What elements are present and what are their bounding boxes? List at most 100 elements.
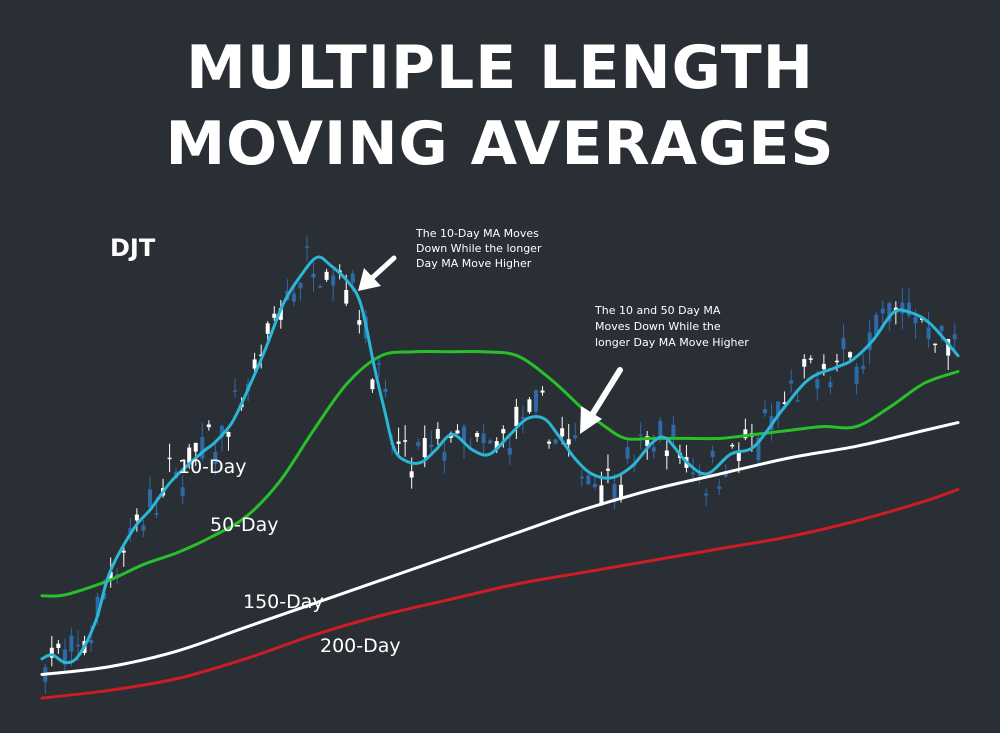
candle-body bbox=[651, 447, 656, 452]
candle bbox=[697, 464, 702, 485]
candle-body bbox=[193, 442, 198, 452]
candle bbox=[579, 469, 584, 487]
candle-body bbox=[815, 379, 820, 389]
candle bbox=[527, 396, 532, 414]
candle bbox=[376, 356, 381, 378]
candle-body bbox=[560, 428, 565, 437]
candle bbox=[383, 379, 388, 398]
candle bbox=[854, 362, 859, 395]
candle bbox=[553, 438, 558, 445]
candle-body bbox=[350, 273, 355, 283]
candle bbox=[841, 324, 846, 365]
candle-body bbox=[782, 402, 787, 405]
candle-body bbox=[592, 483, 597, 488]
candle-body bbox=[147, 489, 152, 508]
candle bbox=[272, 306, 277, 321]
candle-body bbox=[520, 416, 525, 419]
candle bbox=[134, 508, 139, 532]
candle-body bbox=[926, 327, 931, 340]
candle-body bbox=[56, 643, 61, 648]
candle-body bbox=[141, 525, 146, 531]
annotation-2-line-3: longer Day MA Move Higher bbox=[595, 336, 749, 349]
candle-body bbox=[324, 271, 329, 280]
candle-body bbox=[547, 441, 552, 444]
candle bbox=[298, 281, 303, 301]
candle-body bbox=[304, 246, 309, 248]
candle-body bbox=[494, 441, 499, 450]
candle-body bbox=[278, 308, 283, 320]
candle-body bbox=[252, 359, 257, 369]
candle-body bbox=[933, 343, 938, 346]
ma-label-10-day: 10-Day bbox=[178, 456, 247, 478]
candle bbox=[645, 431, 650, 460]
candle-body bbox=[736, 451, 741, 461]
series-line-200-day bbox=[40, 488, 960, 700]
annotation-2: The 10 and 50 Day MA Moves Down While th… bbox=[594, 304, 749, 349]
candle bbox=[533, 389, 538, 416]
candle bbox=[514, 398, 519, 440]
candle bbox=[43, 663, 48, 694]
candle-body bbox=[913, 316, 918, 324]
candle-body bbox=[69, 635, 74, 652]
candle bbox=[331, 268, 336, 302]
candle-body bbox=[206, 424, 211, 428]
candle bbox=[782, 391, 787, 405]
candle bbox=[252, 352, 257, 372]
candle bbox=[874, 311, 879, 337]
candle-body bbox=[259, 354, 264, 357]
candle-body bbox=[762, 409, 767, 414]
candle bbox=[128, 517, 133, 542]
candle-body bbox=[154, 513, 159, 515]
candle-body bbox=[691, 472, 696, 475]
candle-body bbox=[867, 332, 872, 350]
candle-body bbox=[848, 352, 853, 358]
candle-body bbox=[134, 514, 139, 521]
candle-body bbox=[370, 379, 375, 390]
candle bbox=[540, 386, 545, 396]
candle-body bbox=[605, 468, 610, 471]
candle bbox=[926, 311, 931, 348]
candle bbox=[370, 378, 375, 393]
candle-body bbox=[180, 487, 185, 497]
annotation-1-line-2: Down While the longer bbox=[416, 242, 542, 255]
ma-label-150-day: 150-Day bbox=[243, 591, 324, 613]
candle-body bbox=[429, 444, 434, 447]
candle-body bbox=[265, 323, 270, 334]
candle-body bbox=[219, 425, 224, 437]
candle bbox=[200, 422, 205, 462]
candle-body bbox=[514, 406, 519, 427]
candle-body bbox=[422, 438, 427, 458]
candle bbox=[861, 354, 866, 374]
annotation-2-line-1: The 10 and 50 Day MA bbox=[594, 304, 721, 317]
candle-body bbox=[743, 429, 748, 439]
candle bbox=[147, 476, 152, 509]
candle-body bbox=[802, 359, 807, 367]
candle-body bbox=[638, 434, 643, 436]
candle-body bbox=[501, 429, 506, 434]
candle-body bbox=[416, 441, 421, 446]
candle-body bbox=[952, 334, 957, 340]
candle-body bbox=[62, 649, 67, 665]
annotation-1: The 10-Day MA Moves Down While the longe… bbox=[415, 227, 542, 270]
candle bbox=[762, 400, 767, 417]
candle-body bbox=[834, 360, 839, 363]
candle-body bbox=[619, 484, 624, 499]
candle-body bbox=[946, 339, 951, 356]
candle-body bbox=[403, 440, 408, 442]
candle-body bbox=[128, 527, 133, 534]
candle bbox=[573, 422, 578, 441]
annotation-1-line-1: The 10-Day MA Moves bbox=[415, 227, 539, 240]
series-line-150-day bbox=[40, 421, 960, 676]
candle bbox=[416, 438, 421, 450]
candle-body bbox=[121, 550, 126, 553]
candle bbox=[56, 639, 61, 654]
candle bbox=[481, 424, 486, 456]
candle bbox=[180, 475, 185, 504]
candle bbox=[802, 354, 807, 379]
candle-body bbox=[540, 390, 545, 393]
annotation-1-line-3: Day MA Move Higher bbox=[416, 257, 532, 270]
candle-body bbox=[108, 572, 113, 580]
ticker-label: DJT bbox=[110, 234, 156, 262]
candle-body bbox=[861, 366, 866, 370]
